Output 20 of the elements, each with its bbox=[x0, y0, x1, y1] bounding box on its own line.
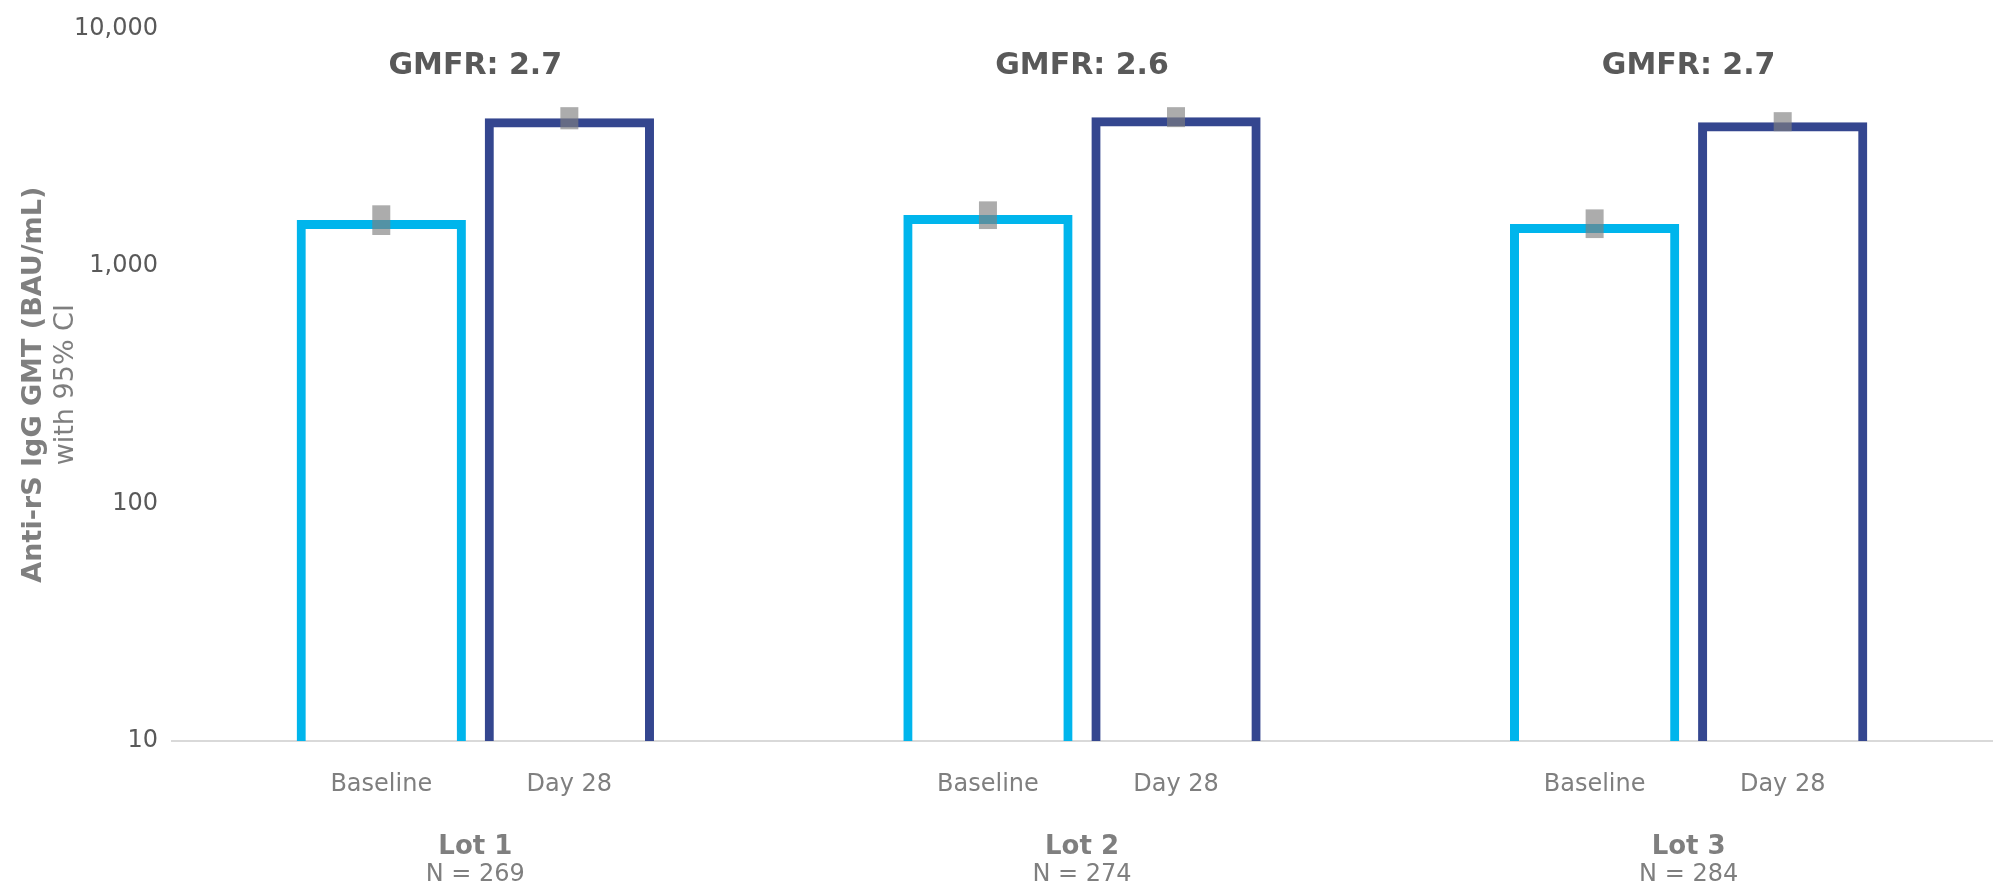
y-axis-title: Anti-rS IgG GMT (BAU/mL) with 95% CI bbox=[16, 186, 80, 583]
annotation: GMFR: 2.7 bbox=[388, 46, 563, 82]
text: Baseline bbox=[1543, 769, 1646, 798]
text: Day 28 bbox=[1739, 769, 1826, 798]
x-tick-label: Lot 2 bbox=[1044, 829, 1119, 860]
annotation: GMFR: 2.6 bbox=[995, 46, 1169, 82]
series-label: Baseline bbox=[330, 769, 433, 798]
series-label: Day 28 bbox=[526, 769, 613, 798]
x-tick-label: Lot 1 bbox=[438, 829, 513, 860]
y-tick-label: 10 bbox=[127, 725, 158, 754]
text: Baseline bbox=[937, 769, 1039, 798]
text: N = 284 bbox=[1639, 859, 1739, 888]
y-tick-label: 100 bbox=[112, 487, 158, 516]
y-tick-label: 10,000 bbox=[73, 12, 158, 41]
text: N = 269 bbox=[425, 859, 525, 888]
annotation: GMFR: 2.7 bbox=[1601, 46, 1776, 82]
y-tick-label: 1,000 bbox=[89, 250, 158, 279]
text: N = 274 bbox=[1032, 859, 1132, 888]
text: Day 28 bbox=[1133, 769, 1219, 798]
x-tick-label: Lot 3 bbox=[1651, 829, 1726, 860]
